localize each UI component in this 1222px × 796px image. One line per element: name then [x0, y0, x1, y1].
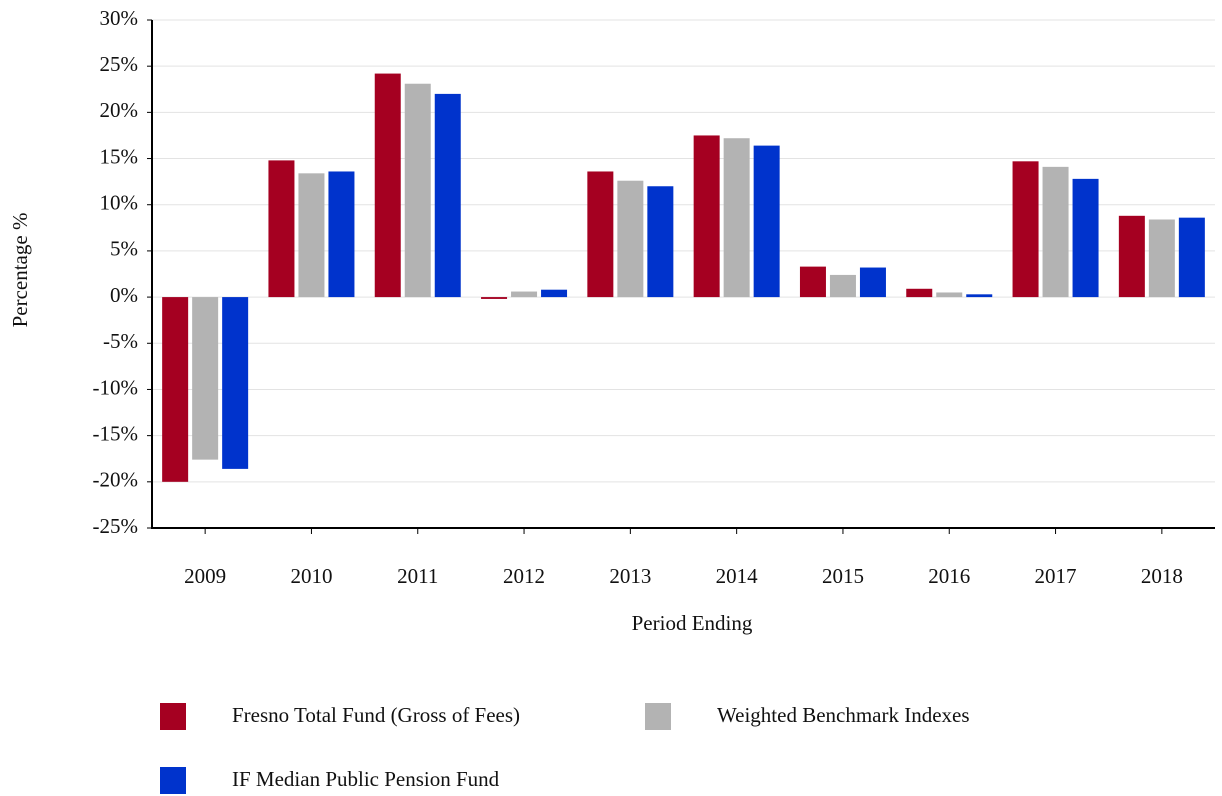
x-axis-label: Period Ending: [632, 611, 753, 635]
bar: [906, 288, 933, 298]
x-tick-label: 2009: [184, 564, 226, 588]
bar: [222, 297, 249, 469]
bar: [1042, 166, 1069, 298]
bar: [434, 93, 461, 298]
bar: [541, 289, 568, 298]
bar: [192, 297, 219, 460]
y-tick-label: 15%: [100, 144, 139, 168]
bar: [298, 173, 325, 298]
bar: [328, 171, 355, 298]
bar: [1118, 215, 1145, 298]
bar: [753, 145, 780, 298]
bar: [829, 274, 856, 298]
x-tick-label: 2015: [822, 564, 864, 588]
y-axis-label: Percentage %: [8, 213, 32, 328]
bar: [268, 160, 295, 298]
bar: [799, 266, 826, 298]
y-tick-label: -10%: [93, 375, 139, 399]
y-tick-label: -15%: [93, 421, 139, 445]
x-tick-label: 2017: [1035, 564, 1077, 588]
legend-swatch: [160, 767, 186, 794]
bar: [647, 186, 674, 298]
x-tick-label: 2013: [609, 564, 651, 588]
y-tick-label: 0%: [110, 283, 138, 307]
y-tick-label: 30%: [100, 6, 139, 30]
bar: [162, 297, 189, 482]
bar: [404, 83, 431, 298]
x-tick-label: 2010: [290, 564, 332, 588]
legend-swatch: [160, 703, 186, 730]
y-tick-label: -20%: [93, 468, 139, 492]
bar: [1148, 219, 1175, 298]
y-tick-label: 20%: [100, 98, 139, 122]
bar: [936, 292, 963, 298]
bar: [511, 291, 538, 298]
bar: [1072, 178, 1099, 298]
y-tick-label: 5%: [110, 237, 138, 261]
bar: [1178, 217, 1205, 298]
x-tick-label: 2016: [928, 564, 970, 588]
y-tick-label: -5%: [103, 329, 138, 353]
bar: [587, 171, 614, 298]
x-tick-label: 2018: [1141, 564, 1183, 588]
y-tick-label: 10%: [100, 191, 139, 215]
x-tick-label: 2014: [716, 564, 759, 588]
bar: [617, 180, 644, 298]
legend-swatch: [645, 703, 671, 730]
x-tick-label: 2012: [503, 564, 545, 588]
bar: [723, 138, 750, 298]
bar: [859, 267, 886, 298]
legend-label: Fresno Total Fund (Gross of Fees): [232, 703, 520, 727]
y-tick-label: 25%: [100, 52, 139, 76]
bar: [1012, 161, 1039, 298]
legend-label: Weighted Benchmark Indexes: [717, 703, 970, 727]
x-tick-label: 2011: [397, 564, 438, 588]
bar: [693, 135, 720, 298]
bar: [966, 294, 993, 298]
y-tick-label: -25%: [93, 514, 139, 538]
legend-label: IF Median Public Pension Fund: [232, 767, 500, 791]
bar: [481, 297, 508, 299]
bar: [374, 73, 401, 298]
